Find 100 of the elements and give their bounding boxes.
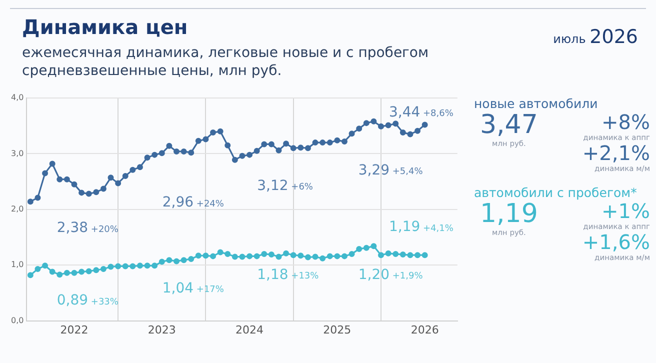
point xyxy=(42,170,48,176)
point xyxy=(71,181,78,188)
annotation: 2,38 +20% xyxy=(56,220,119,236)
x-tick-label: 2022 xyxy=(60,323,88,336)
text: новые автомобили xyxy=(474,96,599,111)
point xyxy=(290,145,296,152)
chart-title: Динамика цен xyxy=(22,15,188,39)
point xyxy=(392,250,399,257)
text: 3,47 xyxy=(480,110,538,140)
point xyxy=(136,262,143,269)
point xyxy=(108,174,114,181)
point xyxy=(407,252,414,258)
point xyxy=(363,120,370,126)
point xyxy=(239,152,246,159)
point xyxy=(130,263,136,270)
text: +1,6% xyxy=(582,230,650,254)
y-tick-label: 4,0 xyxy=(10,93,24,102)
point xyxy=(400,130,406,136)
point xyxy=(356,126,362,132)
point xyxy=(166,257,172,264)
y-tick-label: 3,0 xyxy=(10,148,24,158)
point xyxy=(64,270,70,276)
point xyxy=(261,250,268,257)
point xyxy=(202,252,209,259)
point xyxy=(86,190,92,197)
point xyxy=(356,246,362,252)
point xyxy=(108,264,114,270)
point xyxy=(34,194,41,201)
point xyxy=(341,253,348,260)
point xyxy=(122,172,128,179)
point xyxy=(363,244,370,251)
point xyxy=(326,253,333,260)
point xyxy=(49,160,56,167)
point xyxy=(174,258,180,264)
point xyxy=(136,164,143,170)
point xyxy=(312,140,318,146)
point xyxy=(49,268,56,275)
point xyxy=(115,180,122,186)
point xyxy=(224,142,231,148)
point xyxy=(195,252,202,259)
point xyxy=(78,190,85,196)
x-tick-label: 2025 xyxy=(323,323,352,336)
point xyxy=(34,266,41,272)
y-tick-label: 2,0 xyxy=(10,204,24,214)
point xyxy=(370,243,377,250)
point xyxy=(210,253,216,260)
point xyxy=(283,140,290,147)
point xyxy=(93,267,100,274)
point xyxy=(254,148,260,154)
point xyxy=(64,176,70,182)
y-tick-label: 1,0 xyxy=(10,260,24,270)
point xyxy=(174,148,180,154)
point xyxy=(86,268,92,274)
point xyxy=(27,198,34,205)
point xyxy=(422,122,428,128)
point xyxy=(304,145,311,152)
point xyxy=(407,131,414,138)
point xyxy=(93,189,100,196)
chart-subtitle: ежемесячная динамика, легковые новые и с пробегом средневзвешенные цены, млн руб. xyxy=(22,45,429,79)
point xyxy=(378,123,384,130)
point xyxy=(326,140,333,146)
point xyxy=(180,148,187,154)
point xyxy=(158,150,165,156)
annotation: 3,12 +6% xyxy=(257,178,314,194)
point xyxy=(246,253,253,260)
point xyxy=(42,262,48,269)
annotation: 3,29 +5,4% xyxy=(358,162,424,178)
point xyxy=(217,128,224,134)
point xyxy=(422,252,428,258)
point xyxy=(100,186,106,192)
point xyxy=(122,263,128,270)
point xyxy=(188,256,194,262)
point xyxy=(100,266,106,272)
point xyxy=(304,254,311,260)
point xyxy=(341,138,348,144)
point xyxy=(56,272,63,278)
point xyxy=(370,118,377,124)
point xyxy=(115,263,122,270)
point xyxy=(71,270,78,276)
point xyxy=(144,262,150,269)
point xyxy=(254,253,260,260)
point xyxy=(334,137,340,144)
x-tick-label: 2023 xyxy=(148,323,176,336)
annotation: 3,44 +8,6% xyxy=(388,104,454,120)
point xyxy=(385,250,392,256)
point xyxy=(261,141,268,148)
point xyxy=(158,258,165,265)
point xyxy=(130,166,136,173)
point xyxy=(152,152,158,158)
point xyxy=(334,253,340,260)
x-tick-label: 2024 xyxy=(236,323,264,336)
text: +8% xyxy=(600,110,650,134)
point xyxy=(180,257,187,264)
point xyxy=(392,120,399,127)
point xyxy=(188,150,194,156)
point xyxy=(320,255,326,262)
x-tick-label: 2026 xyxy=(410,323,439,336)
point xyxy=(298,144,304,151)
point xyxy=(144,154,150,161)
point xyxy=(166,142,172,149)
